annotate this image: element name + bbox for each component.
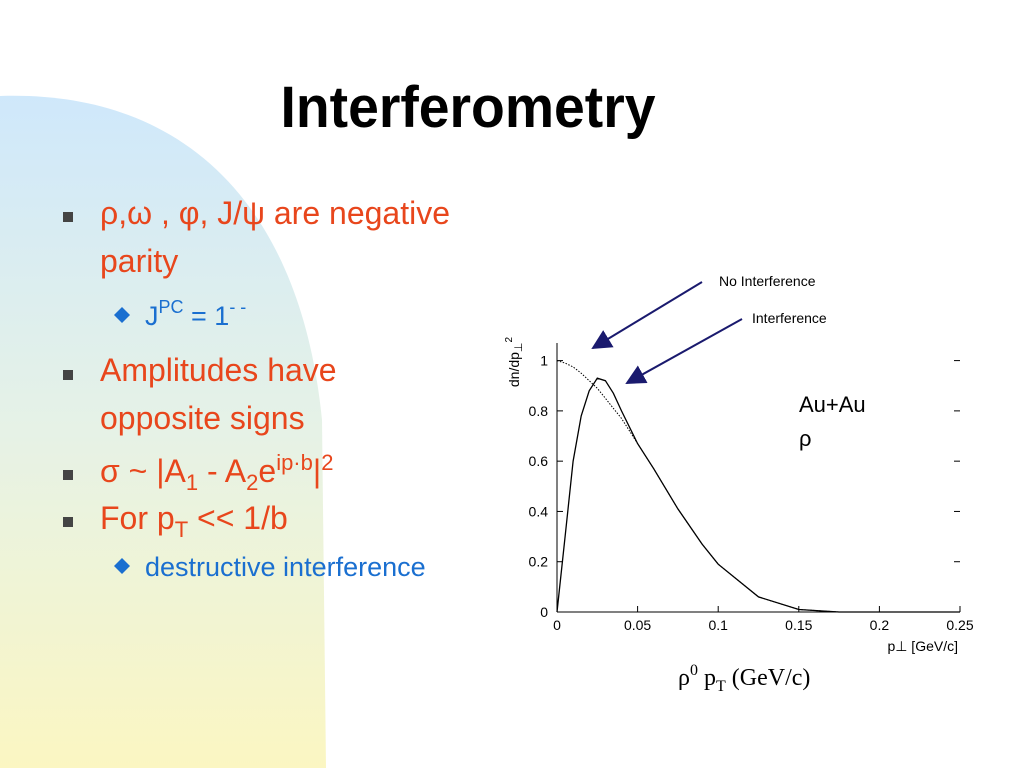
background-shape (0, 95, 326, 768)
annotation: Au+Au (799, 392, 866, 417)
y-tick-label: 0.8 (529, 403, 549, 419)
text-part: e (258, 453, 276, 489)
text-part: dn/dp (506, 352, 522, 387)
x-tick-label: 0.15 (785, 617, 812, 633)
subscript: T (716, 678, 726, 695)
text-part: J (145, 301, 159, 331)
x-tick-label: 0 (553, 617, 561, 633)
x-tick-label: 0.2 (870, 617, 890, 633)
subscript: ⊥ (513, 342, 525, 352)
superscript: - - (229, 297, 246, 317)
slide-title: Interferometry (281, 75, 656, 140)
y-tick-label: 0.2 (529, 554, 549, 570)
arrow (625, 318, 743, 384)
superscript: 0 (690, 662, 698, 679)
sub-bullet-text: destructive interference (145, 552, 426, 582)
arrow (591, 281, 703, 350)
x-tick-label: 0.05 (624, 617, 651, 633)
bullet-marker (63, 517, 73, 527)
text-part: For p (100, 500, 175, 536)
caption: ρ0 pT (GeV/c) (678, 662, 810, 695)
y-tick-label: 0 (540, 604, 548, 620)
text-part: σ ~ |A (100, 453, 187, 489)
bullet-marker (63, 470, 73, 480)
text-part: (GeV/c) (726, 665, 811, 691)
data-line (556, 377, 960, 613)
text-part: << 1/b (188, 500, 288, 536)
x-tick-label: 0.25 (946, 617, 973, 633)
y-axis-label: dn/dp⊥2 (504, 336, 525, 387)
subscript: 2 (246, 470, 258, 495)
bullet-text: ρ,ω , φ, J/ψ are negative (100, 195, 450, 231)
x-tick-label: 0.1 (708, 617, 728, 633)
text-part: = 1 (184, 301, 230, 331)
text-part: | (313, 453, 321, 489)
superscript: 2 (321, 450, 333, 475)
y-tick-label: 0.6 (529, 453, 549, 469)
y-tick-label: 0.4 (529, 503, 549, 519)
series-label: Interference (752, 310, 827, 326)
annotation: ρ (799, 426, 812, 451)
bullet-text: opposite signs (100, 400, 305, 436)
bullet-text: parity (100, 243, 178, 279)
chart: dn/dp⊥2 p⊥ [GeV/c] Au+Au ρ 0 0.2 0.4 0.6 0.8… (504, 273, 974, 654)
bullet-text: Amplitudes have (100, 352, 337, 388)
sub-bullet-marker (114, 307, 130, 323)
text-part: p (698, 665, 716, 691)
sub-bullet-marker (114, 558, 130, 574)
y-tick-label: 1 (540, 353, 548, 369)
superscript: PC (159, 297, 184, 317)
subscript: T (175, 517, 188, 542)
text-part: ρ (678, 665, 690, 691)
sub-bullet-text: JPC = 1- - (145, 297, 246, 331)
superscript: 2 (504, 336, 515, 342)
bullet-marker (63, 212, 73, 222)
bullet-marker (63, 370, 73, 380)
text-part: - A (198, 453, 247, 489)
series-label: No Interference (719, 273, 816, 289)
bullet-text: For pT << 1/b (100, 500, 288, 542)
bullet-text: σ ~ |A1 - A2eip·b|2 (100, 450, 333, 495)
data-line (556, 360, 960, 613)
superscript: ip·b (276, 450, 313, 475)
subscript: 1 (186, 470, 198, 495)
x-axis-label: p⊥ [GeV/c] (887, 638, 958, 654)
